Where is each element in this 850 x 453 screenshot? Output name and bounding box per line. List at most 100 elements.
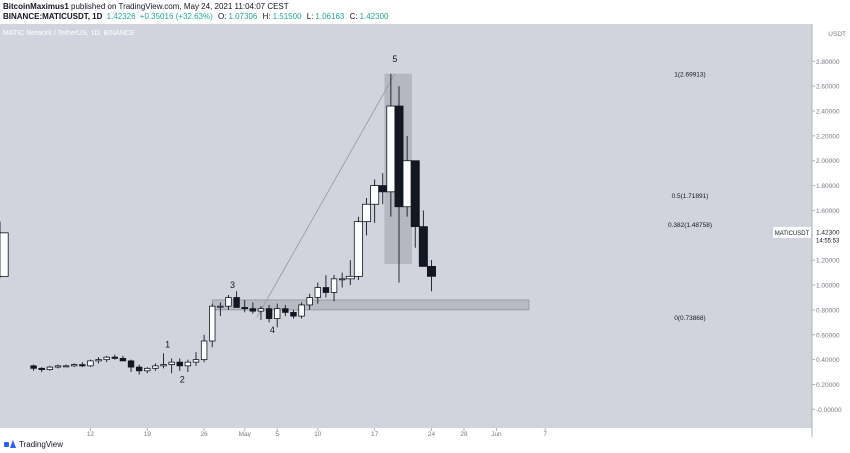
candle-body <box>46 366 54 370</box>
x-tick-label: 19 <box>144 431 152 437</box>
wave-label: 5 <box>392 54 397 64</box>
candle-body <box>192 359 200 363</box>
candle-body <box>0 232 9 277</box>
candle-body <box>402 160 412 208</box>
candle-body <box>79 364 86 367</box>
time-axis-background <box>0 428 812 437</box>
candle-body <box>241 307 248 310</box>
wave-label: 2 <box>180 375 185 385</box>
x-tick-label: 26 <box>201 431 209 437</box>
wave-label: 4 <box>270 325 275 335</box>
author-name[interactable]: BitcoinMaximus1 <box>3 2 69 11</box>
candle-body <box>273 308 281 320</box>
x-tick-label: 5 <box>275 431 279 437</box>
last-price: 1.42326 <box>106 12 136 21</box>
candle-body <box>217 305 224 308</box>
x-tick-label: 7 <box>543 431 547 437</box>
open-value: 1.07306 <box>228 12 258 21</box>
candle-body <box>152 365 159 369</box>
y-tick-label: 0.80000 <box>816 307 840 314</box>
candle-body <box>290 311 297 317</box>
candle-body <box>209 305 216 342</box>
y-tick-label: 1.80000 <box>816 183 840 190</box>
x-tick-label: 12 <box>87 431 95 437</box>
candle-body <box>95 359 102 362</box>
y-tick-label: 0.60000 <box>816 332 840 339</box>
candle-body <box>322 287 330 293</box>
close-value: 1.42300 <box>359 12 389 21</box>
candle-body <box>62 365 70 368</box>
chart-title: MATIC Network / TetherUS, 1D, BINANCE <box>3 30 135 37</box>
symbol-label: BINANCE:MATICUSDT, 1D <box>3 12 103 21</box>
fib-level-label: 0.382(1.48758) <box>668 222 712 229</box>
price-symbol-label: MATICUSDT <box>775 231 810 237</box>
x-tick-label: May <box>239 431 252 437</box>
candle-body <box>127 360 135 368</box>
price-symbol-tag <box>773 226 811 238</box>
candle-body <box>330 278 338 293</box>
y-tick-label: 0.40000 <box>816 357 840 364</box>
currency-label: USDT <box>828 31 846 38</box>
candle-body <box>135 366 143 372</box>
wave-label: 3 <box>230 280 235 290</box>
candle-body <box>370 185 380 205</box>
y-tick-label: 1.20000 <box>816 258 840 265</box>
candle-body <box>338 278 346 281</box>
candle-body <box>160 364 167 367</box>
last-price-label: 1.42300 <box>816 229 840 236</box>
y-tick-label: 2.60000 <box>816 84 840 91</box>
candle-body <box>184 361 192 367</box>
candle-body <box>71 364 78 367</box>
candle-body <box>30 365 37 369</box>
candle-body <box>314 287 321 298</box>
y-tick-label: 2.20000 <box>816 133 840 140</box>
chart-area[interactable]: MATIC Network / TetherUS, 1D, BINANCE USD… <box>0 24 850 438</box>
ohlc-line: BINANCE:MATICUSDT, 1D 1.42326 +0.35016 (… <box>3 12 389 21</box>
candle-body <box>233 297 240 308</box>
candle-body <box>144 367 151 372</box>
last-price-tag <box>813 226 850 246</box>
candle-body <box>418 226 428 267</box>
candle-body <box>38 367 45 370</box>
low-value: 1.06163 <box>315 12 345 21</box>
publish-text: published on TradingView.com, May 24, 20… <box>71 2 289 11</box>
y-tick-label: 2.00000 <box>816 158 840 165</box>
x-tick-label: 17 <box>371 431 379 437</box>
fib-level-label: 1(2.69913) <box>674 71 705 78</box>
y-tick-label: 0.20000 <box>816 382 840 389</box>
candle-body <box>103 356 110 361</box>
candle-body <box>54 365 62 368</box>
candle-body <box>386 105 396 193</box>
candle-body <box>176 361 183 367</box>
candle-body <box>378 185 388 193</box>
y-tick-label: 1.00000 <box>816 283 840 290</box>
candle-body <box>168 361 175 366</box>
price-change: +0.35016 (+32.63%) <box>139 12 213 21</box>
candle-body <box>306 297 313 306</box>
tradingview-logo-icon <box>4 440 16 449</box>
candle-body <box>200 340 208 361</box>
wave-label: 1 <box>165 340 170 350</box>
candle-body <box>345 275 355 280</box>
close-label: C: <box>349 12 358 21</box>
candle-body <box>426 265 436 277</box>
candle-body <box>362 203 372 223</box>
y-tick-label: 2.40000 <box>816 109 840 116</box>
footer: TradingView <box>0 437 850 453</box>
open-label: O: <box>217 12 227 21</box>
tradingview-logo[interactable]: TradingView <box>4 440 63 449</box>
fib-level-label: 0(0.73868) <box>674 315 705 322</box>
y-tick-label: 2.80000 <box>816 59 840 66</box>
candle-body <box>249 308 257 312</box>
chart-header: BitcoinMaximus1 published on TradingView… <box>0 0 850 24</box>
candlestick-chart[interactable]: MATIC Network / TetherUS, 1D, BINANCE USD… <box>0 24 850 438</box>
candle-body <box>394 105 404 208</box>
publish-line: BitcoinMaximus1 published on TradingView… <box>3 2 289 11</box>
candle-body <box>119 357 127 362</box>
countdown-label: 14:55:53 <box>816 238 840 244</box>
candle-body <box>410 160 420 228</box>
high-value: 1.51500 <box>272 12 302 21</box>
candle-body <box>257 308 265 312</box>
y-tick-label: -0.00000 <box>816 407 842 414</box>
high-label: H: <box>262 12 271 21</box>
